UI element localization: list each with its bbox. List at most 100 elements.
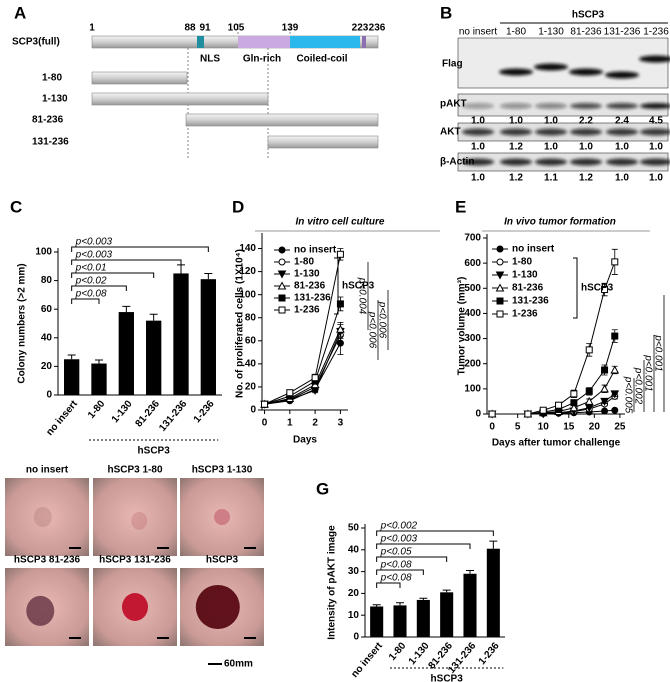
y-tick-label: 500: [464, 283, 481, 294]
panel-letter: A: [14, 3, 26, 22]
quant-label: 1.0: [471, 142, 485, 153]
gln-domain: [238, 36, 290, 48]
x-tick-label: 1-80: [387, 640, 409, 663]
y-tick-label: 80: [41, 275, 53, 286]
x-tick-label: no insert: [44, 398, 80, 438]
sig-label: p<0.005: [622, 376, 633, 414]
band: [534, 63, 568, 71]
band: [640, 103, 670, 109]
marker: [539, 406, 547, 414]
lane-label: no insert: [459, 27, 498, 38]
legend-label: 1-80: [294, 257, 314, 268]
tumor: [122, 593, 148, 621]
scale-label: 60mm: [224, 659, 253, 670]
legend-marker: [495, 271, 505, 280]
marker: [600, 397, 609, 406]
panel-letter: B: [440, 3, 452, 22]
sig-bracket: [71, 246, 209, 252]
lane-label: 131-236: [604, 27, 641, 38]
legend-marker: [496, 258, 504, 266]
error-bar: [149, 313, 158, 321]
band: [535, 103, 567, 109]
band: [640, 128, 670, 136]
protein-name: SCP3(full): [12, 37, 60, 48]
photo-label: hSCP3: [206, 555, 239, 566]
panel-b: B hSCP3: [440, 3, 670, 172]
bar: [118, 312, 134, 395]
quant-label: 1.0: [544, 142, 558, 153]
series-line: [264, 329, 341, 405]
quant-label: 1.0: [471, 173, 485, 184]
quant-label: 2.2: [579, 116, 593, 127]
band: [639, 55, 670, 63]
x-axis-label: Days: [293, 435, 317, 446]
y-tick-label: 60: [245, 335, 257, 346]
x-tick-label: 10: [538, 422, 550, 433]
legend-marker: [278, 294, 286, 302]
marker: [261, 400, 269, 408]
band: [535, 128, 567, 136]
lane-label: 1-130: [538, 27, 564, 38]
group-label: hSCP3: [138, 446, 171, 457]
y-tick-label: 0: [46, 390, 52, 401]
y-tick-label: 60: [41, 304, 53, 315]
error-bar: [372, 604, 381, 607]
band: [500, 103, 532, 109]
marker: [610, 365, 620, 374]
lane-label: 81-236: [570, 27, 602, 38]
band: [500, 128, 532, 136]
x-tick-label: 1-130: [110, 398, 135, 425]
chart: G Intensity of pAKT image 0 10 20 30 40 50 no in…: [316, 479, 505, 682]
construct-label: 131-236: [32, 137, 69, 148]
sig-label: p<0.01: [75, 263, 107, 274]
row-label: β-Actin: [440, 157, 474, 168]
marker: [336, 250, 344, 258]
error-bar: [67, 354, 76, 360]
domain-label: NLS: [200, 54, 220, 65]
marker: [570, 399, 578, 407]
error-bar: [442, 589, 451, 593]
quant-label: 1.0: [544, 116, 558, 127]
sig-bracket: [376, 556, 448, 562]
group-label: hSCP3: [431, 674, 464, 682]
error-bar: [95, 359, 103, 364]
band: [462, 158, 494, 166]
sig-label: p<0.004: [356, 277, 367, 315]
x-tick-label: 0: [489, 422, 495, 433]
tumor: [131, 511, 148, 530]
band: [499, 68, 533, 76]
legend-label: no insert: [294, 245, 337, 256]
coiled-domain: [290, 36, 360, 48]
panel-letter: E: [455, 197, 466, 216]
sig-label: p<0.08: [75, 289, 107, 300]
series-line: [264, 254, 341, 405]
legend-label: 131-236: [512, 296, 549, 307]
band: [462, 103, 494, 109]
sig-bracket: [376, 582, 401, 588]
bar: [200, 279, 216, 395]
band: [535, 158, 567, 166]
position-label: 105: [228, 23, 245, 34]
error-bar: [396, 602, 404, 606]
chart: DNo. of proliferated cells (1X10⁴)020406…: [232, 197, 440, 446]
marker: [555, 401, 563, 409]
construct-label: 1-130: [42, 94, 68, 105]
marker: [585, 346, 593, 354]
photo-label: hSCP3 81-236: [14, 555, 81, 566]
legend-label: 1-236: [512, 309, 538, 320]
x-tick-label: no insert: [349, 640, 385, 680]
band: [570, 128, 602, 136]
y-tick-label: 120: [239, 266, 256, 277]
y-tick-label: 10: [348, 610, 360, 621]
y-tick-label: 600: [464, 258, 481, 269]
quant-label: 1.0: [649, 173, 663, 184]
quant-label: 1.2: [579, 173, 593, 184]
band: [570, 158, 602, 166]
construct-bar: [91, 71, 188, 85]
tumor: [33, 507, 52, 527]
sig-bracket: [376, 543, 471, 549]
marker: [569, 403, 579, 412]
position-label: 236: [369, 23, 386, 34]
marker: [601, 366, 609, 374]
